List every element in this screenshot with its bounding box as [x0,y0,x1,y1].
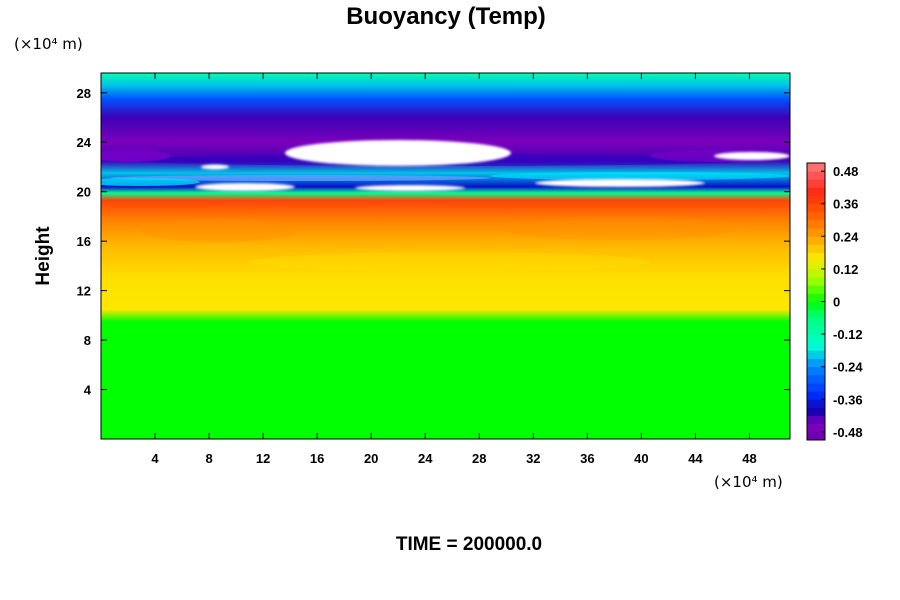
bright-band-right [490,172,790,180]
bright-band-upper [110,175,490,181]
colorbar-tick-label-8: -0.48 [833,425,863,440]
colorbar-band-14 [807,317,825,327]
colorbar-ticks: 0.48 0.36 0.24 0.12 0 -0.12 -0.24 -0.36 -0.48 [821,164,863,440]
colorbar-band-16 [807,301,825,311]
x-tick-label-11: 48 [742,451,756,466]
colorbar-band-1 [807,423,825,433]
colorbar-band-5 [807,391,825,400]
x-tick-label-2: 12 [256,451,270,466]
x-tick-label-4: 20 [364,451,378,466]
colorbar-tick-label-6: -0.24 [833,360,863,375]
y-tick-label-2: 12 [77,284,91,299]
colorbar-band-26 [807,220,825,229]
colorbar-band-24 [807,236,825,245]
y-tick-label-4: 20 [77,185,91,200]
x-tick-label-9: 40 [634,451,648,466]
colorbar-tick-label-4: 0 [833,295,840,310]
colorbar-band-28 [807,203,825,213]
y-axis-label: Height [33,226,54,286]
y-tick-label-3: 16 [77,234,91,249]
orange-tint-left [140,218,300,242]
colorbar-band-8 [807,366,825,376]
colorbar-band-29 [807,195,825,205]
bright-band-left [101,178,200,186]
colorbar-band-2 [807,415,825,425]
out-of-range-right [714,152,790,160]
field-anomalies [101,150,790,272]
out-of-range-lower-left [195,183,295,191]
colorbar-tick-label-1: 0.36 [833,197,858,212]
colorbar-band-9 [807,358,825,368]
out-of-range-regions [195,140,790,191]
colorbar-tick-label-7: -0.36 [833,392,863,407]
colorbar-band-19 [807,277,825,286]
time-label: TIME = 200000.0 [396,534,542,555]
x-tick-label-8: 36 [580,451,594,466]
colorbar-band-18 [807,285,825,294]
x-tick-label-0: 4 [151,451,159,466]
y-unit-label: (×10⁴ m) [14,35,83,53]
colorbar-band-22 [807,252,825,262]
colorbar-band-3 [807,407,825,416]
colorbar-band-25 [807,228,825,237]
violet-patch-left [101,150,170,162]
orange-tint-right [500,216,740,240]
x-ticks: 4 8 12 16 20 24 28 32 36 40 44 48 [151,73,757,466]
x-unit-label: (×10⁴ m) [714,473,783,491]
colorbar-band-15 [807,309,825,319]
chart-title: Buoyancy (Temp) [346,3,546,30]
y-tick-label-0: 4 [84,383,92,398]
colorbar-band-4 [807,399,825,408]
colorbar-band-13 [807,325,825,335]
colorbar-band-12 [807,334,825,343]
x-tick-label-7: 32 [526,451,540,466]
x-tick-label-3: 16 [310,451,324,466]
field-background [101,73,790,439]
colorbar-band-6 [807,382,825,392]
colorbar-tick-label-3: 0.12 [833,262,858,277]
yellow-tint-upper [250,252,650,272]
colorbar-band-11 [807,342,825,351]
x-tick-label-1: 8 [205,451,212,466]
out-of-range-small-left [201,164,229,170]
colorbar-band-0 [807,431,825,441]
out-of-range-lower-center [355,185,465,191]
out-of-range-center [285,140,511,166]
y-tick-label-6: 28 [77,86,91,101]
y-ticks: 4 8 12 16 20 24 28 [77,86,790,398]
colorbar-band-32 [807,171,825,180]
colorbar-band-20 [807,268,825,278]
colorbar-band-7 [807,374,825,384]
colorbar: 0.48 0.36 0.24 0.12 0 -0.12 -0.24 -0.36 -0.48 [806,162,863,441]
colorbar-band-30 [807,187,825,196]
colorbar-band-33 [807,163,825,172]
colorbar-tick-label-2: 0.24 [833,229,859,244]
colorbar-band-21 [807,260,825,270]
plot-frame [100,72,791,440]
colorbar-band-17 [807,293,825,302]
colorbar-bands [807,163,825,441]
colorbar-band-27 [807,211,825,221]
x-tick-label-5: 24 [418,451,433,466]
colorbar-band-31 [807,179,825,188]
colorbar-tick-label-5: -0.12 [833,327,863,342]
y-tick-label-1: 8 [84,333,91,348]
out-of-range-lower-right [535,179,705,187]
x-tick-label-10: 44 [688,451,703,466]
x-tick-label-6: 28 [472,451,486,466]
colorbar-band-10 [807,350,825,359]
colorbar-band-23 [807,244,825,254]
colorbar-tick-label-0: 0.48 [833,164,858,179]
y-tick-label-5: 24 [77,135,92,150]
